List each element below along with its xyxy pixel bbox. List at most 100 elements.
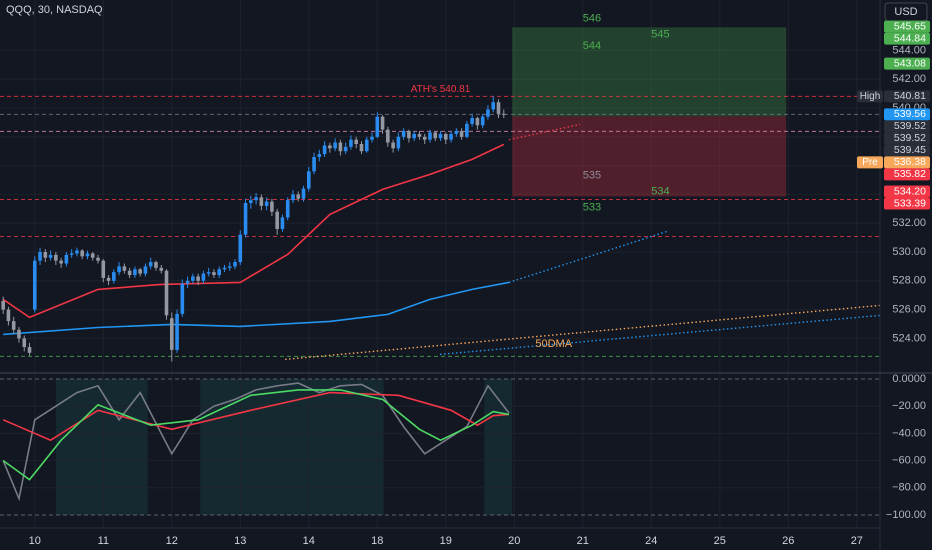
candle-body (438, 133, 443, 139)
candle-body (317, 154, 322, 157)
candle-body (322, 145, 327, 155)
candle-body (459, 131, 464, 137)
candle-body (127, 270, 132, 276)
price-tag (884, 144, 930, 157)
ma-line (3, 281, 510, 336)
candle-body (191, 276, 195, 281)
x-tick-label: 19 (440, 535, 452, 547)
candle-body (475, 118, 480, 126)
x-tick-label: 18 (371, 535, 383, 547)
candle-body (80, 250, 85, 257)
price-tag-label: 539.52 (894, 120, 926, 132)
candle-body (1, 300, 5, 310)
y-tick-label: 542.00 (892, 73, 926, 85)
price-tag-name-bg (857, 156, 883, 169)
y-tick-label: −60.00 (892, 455, 926, 467)
y-tick-label: 530.00 (892, 246, 926, 258)
y-tick-label: 526.00 (892, 304, 926, 316)
annotation: 535 (583, 170, 601, 182)
candle-body (43, 252, 48, 258)
candle-body (38, 252, 42, 261)
candle-body (154, 262, 158, 268)
candle-body (259, 197, 264, 206)
price-tag-name-bg (857, 90, 883, 103)
candle-body (217, 269, 222, 276)
candle-body (486, 109, 490, 117)
candle-body (185, 280, 190, 284)
y-tick-label: 532.00 (892, 217, 926, 229)
candle-body (238, 234, 243, 263)
candle-body (148, 262, 153, 267)
candle-body (491, 102, 496, 110)
candle-body (75, 250, 79, 254)
price-tag-label: 544.84 (894, 32, 926, 44)
price-tag (884, 168, 930, 181)
plot: 0.0000 −20.00 −40.00 −60.00 −80.00 −100.00 ATH… (0, 0, 926, 528)
candle-body (386, 129, 390, 143)
price-tag (884, 90, 930, 103)
candle-body (380, 116, 385, 130)
candle-body (27, 347, 32, 353)
candle-body (32, 260, 37, 310)
candle-body (249, 200, 253, 204)
x-tick-label: 25 (714, 535, 726, 547)
x-tick-label: 12 (166, 535, 178, 547)
candle-body (201, 273, 206, 281)
candle-body (375, 116, 380, 137)
candle-body (159, 267, 164, 271)
position-target (512, 27, 787, 117)
candle-body (169, 318, 174, 350)
candle-body (54, 254, 58, 261)
highlight-range (484, 379, 513, 515)
candle-body (17, 329, 21, 339)
annotation: 545 (651, 28, 669, 40)
candle-body (254, 197, 258, 201)
x-tick-label: 14 (303, 535, 315, 547)
candle-body (101, 260, 106, 278)
annotation: 534 (651, 185, 669, 197)
x-tick-label: 21 (577, 535, 589, 547)
candle-body (264, 201, 269, 206)
highlight-range (55, 379, 148, 515)
x-tick-label: 27 (851, 535, 863, 547)
candle-body (401, 131, 406, 137)
candle-body (59, 260, 63, 264)
price-tag (884, 156, 930, 169)
candle-body (359, 144, 364, 152)
candle-body (306, 171, 311, 189)
candle-body (206, 272, 211, 274)
ma-line (2, 143, 505, 319)
candle-body (270, 201, 274, 212)
candle-body (64, 254, 69, 264)
candle-body (96, 257, 100, 261)
y-tick-label: −100.00 (886, 509, 926, 521)
candle-body (470, 118, 474, 124)
price-tag-label: 543.08 (894, 57, 926, 69)
x-tick-label: 13 (234, 535, 246, 547)
candle-body (465, 123, 469, 137)
candle-body (443, 133, 448, 140)
chart-title: QQQ, 30, NASDAQ (6, 4, 103, 16)
candle-body (112, 272, 116, 281)
x-tick-label: 20 (508, 535, 520, 547)
price-tag-label: 539.56 (894, 108, 926, 120)
candle-body (349, 139, 353, 147)
candle-body (48, 254, 53, 258)
price-tag (884, 185, 930, 198)
x-tick-label: 11 (98, 535, 109, 547)
price-tag-label: 539.45 (894, 144, 926, 156)
price-tag (884, 197, 930, 210)
candle-body (22, 338, 27, 348)
currency: USD (894, 6, 917, 18)
candle-body (275, 211, 279, 229)
y-tick-label: 0.0000 (892, 373, 926, 385)
price-tag-label: 534.20 (894, 185, 926, 197)
level-label: ATH's 540.81 (411, 84, 471, 95)
price-tag-label: 535.82 (894, 168, 926, 180)
oscillator-line (2, 389, 510, 481)
highlight-range (200, 379, 384, 515)
candle-body (501, 113, 506, 115)
annotation: 544 (583, 40, 601, 52)
price-tag (884, 120, 930, 133)
